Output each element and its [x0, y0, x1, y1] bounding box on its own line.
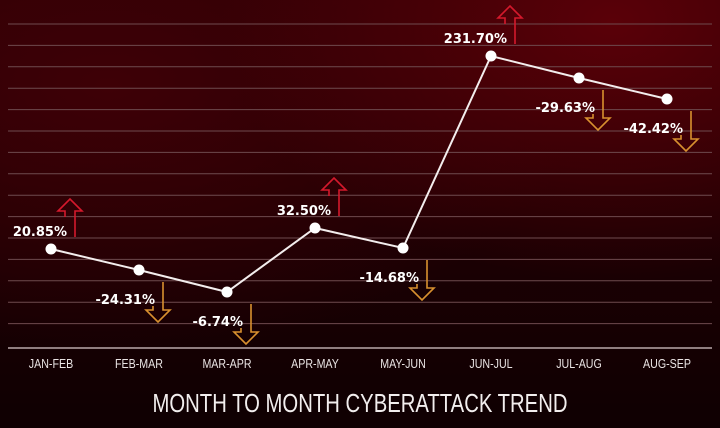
x-axis-tick-label: FEB-MAR [115, 356, 163, 371]
data-label: -6.74% [193, 315, 244, 330]
x-axis-labels: JAN-FEB FEB-MAR MAR-APR APR-MAY MAY-JUN JUN-J… [29, 356, 691, 371]
down-arrow-icon [408, 260, 436, 302]
data-point [485, 50, 497, 62]
up-arrow-icon [496, 4, 524, 44]
down-arrow-icon [144, 282, 172, 324]
data-label: 32.50% [277, 204, 331, 219]
data-points [45, 50, 673, 298]
gridlines [8, 23, 712, 325]
up-arrow-icon [320, 176, 348, 216]
data-point [397, 242, 409, 254]
trend-line [50, 54, 668, 294]
down-arrow-icon [232, 304, 260, 346]
data-point [573, 72, 585, 84]
data-label: -24.31% [95, 293, 155, 308]
data-label: 20.85% [13, 225, 67, 240]
up-arrow-icon [56, 197, 84, 237]
data-point [45, 243, 57, 255]
data-label: -14.68% [359, 271, 419, 286]
x-axis-tick-label: JUN-JUL [469, 356, 513, 371]
down-arrow-icon [672, 111, 700, 153]
chart-title: MONTH TO MONTH CYBERATTACK TREND [152, 388, 568, 418]
x-axis-tick-label: APR-MAY [291, 356, 339, 371]
x-axis-tick-label: JUL-AUG [556, 356, 602, 371]
data-point [661, 93, 673, 105]
data-label: -42.42% [623, 122, 683, 137]
x-axis-tick-label: MAR-APR [202, 356, 251, 371]
data-point [221, 286, 233, 298]
data-label: -29.63% [535, 101, 595, 116]
x-axis-tick-label: JAN-FEB [29, 356, 73, 371]
x-axis-tick-label: MAY-JUN [380, 356, 426, 371]
direction-arrows [56, 4, 700, 346]
data-point [133, 264, 145, 276]
data-labels: 20.85% -24.31% -6.74% 32.50% -14.68% 231.70% -… [13, 32, 683, 330]
x-axis-tick-label: AUG-SEP [643, 356, 691, 371]
data-point [309, 222, 321, 234]
down-arrow-icon [584, 90, 612, 132]
data-label: 231.70% [444, 32, 507, 47]
